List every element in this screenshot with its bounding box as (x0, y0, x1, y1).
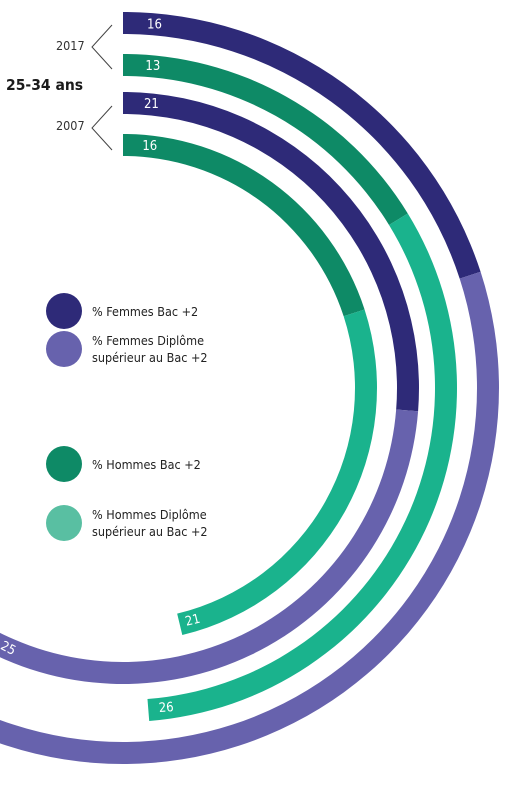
legend-label: % Hommes Diplôme supérieur au Bac +2 (92, 507, 208, 539)
legend-label: % Femmes Bac +2 (92, 303, 199, 319)
legend-item-femmes-sup: % Femmes Diplôme supérieur au Bac +2 (46, 331, 232, 367)
arc-2017-hommes-bac2 (123, 54, 408, 225)
year-bracket-2007 (91, 105, 113, 151)
value-label-2007-hommes-sup: 21 (184, 612, 202, 630)
legend-item-hommes-bac2: % Hommes Bac +2 (46, 446, 232, 482)
legend-label: % Hommes Bac +2 (92, 456, 201, 472)
legend-swatch (46, 293, 82, 329)
age-group-label: 25-34 ans (6, 76, 84, 94)
year-bracket-2017 (91, 24, 113, 70)
legend-label: % Femmes Diplôme supérieur au Bac +2 (92, 333, 208, 365)
legend-item-femmes-bac2: % Femmes Bac +2 (46, 293, 232, 329)
arc-2007-femmes-bac2 (123, 92, 419, 412)
legend-swatch (46, 505, 82, 541)
legend-swatch (46, 446, 82, 482)
value-label-2017-hommes-sup: 26 (158, 700, 174, 716)
value-label-2017-femmes-bac2: 16 (147, 17, 162, 32)
value-label-2007-hommes-bac2: 16 (142, 139, 157, 154)
arc-2017-hommes-sup (147, 213, 458, 721)
arc-2007-hommes-sup (177, 309, 377, 635)
arc-2017-femmes-sup (0, 271, 499, 764)
value-label-2017-hommes-bac2: 13 (145, 59, 160, 74)
value-label-2007-femmes-sup: 25 (0, 639, 18, 659)
arc-2007-femmes-sup (0, 409, 419, 684)
year-label-2017: 2017 (56, 38, 85, 53)
legend-item-hommes-sup: % Hommes Diplôme supérieur au Bac +2 (46, 505, 232, 541)
arc-2017-femmes-bac2 (123, 12, 481, 279)
legend-swatch (46, 331, 82, 367)
year-label-2007: 2007 (56, 118, 85, 133)
value-label-2007-femmes-bac2: 21 (144, 97, 159, 112)
arc-2007-hommes-bac2 (123, 134, 365, 317)
